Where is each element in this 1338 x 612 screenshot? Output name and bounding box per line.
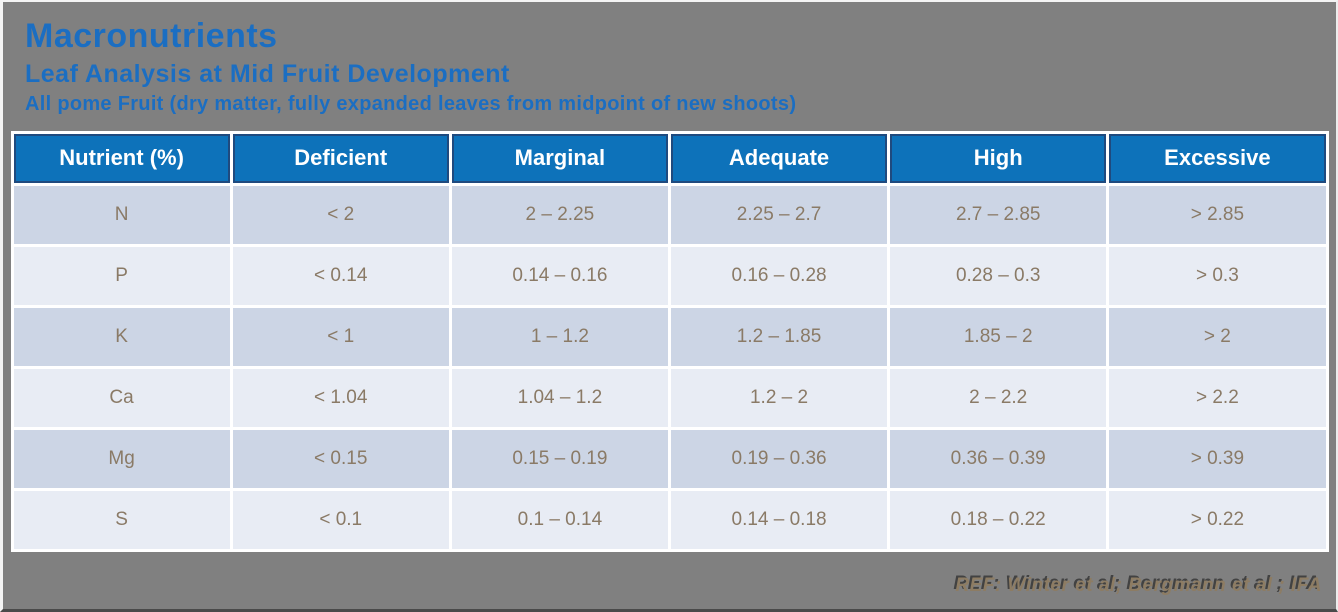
value-cell: > 2 [1109,307,1326,366]
value-cell: 0.14 – 0.18 [670,490,888,549]
value-cell: < 1 [232,307,449,366]
table-row: Mg < 0.15 0.15 – 0.19 0.19 – 0.36 0.36 – 0.3… [13,429,1326,488]
page-title: Macronutrients [25,17,278,55]
column-header: Adequate [670,133,888,183]
value-cell: 0.14 – 0.16 [451,246,668,305]
column-header: Nutrient (%) [13,133,230,183]
value-cell: 0.1 – 0.14 [451,490,668,549]
value-cell: 1.04 – 1.2 [451,368,668,427]
reference-text: REF: Winter et al; Bergmann et al ; IFA [955,575,1322,596]
value-cell: 0.28 – 0.3 [890,246,1107,305]
value-cell: < 0.15 [232,429,449,488]
column-header: High [890,133,1107,183]
value-cell: 0.36 – 0.39 [890,429,1107,488]
nutrient-cell: Ca [13,368,230,427]
value-cell: > 2.85 [1109,185,1326,244]
value-cell: 1.2 – 2 [670,368,888,427]
title-block: Macronutrients Leaf Analysis at Mid Frui… [3,2,1336,116]
value-cell: 0.18 – 0.22 [890,490,1107,549]
value-cell: 1 – 1.2 [451,307,668,366]
table-row: P < 0.14 0.14 – 0.16 0.16 – 0.28 0.28 – 0.3 >… [13,246,1326,305]
value-cell: < 1.04 [232,368,449,427]
value-cell: > 0.22 [1109,490,1326,549]
value-cell: 0.16 – 0.28 [670,246,888,305]
value-cell: 2.7 – 2.85 [890,185,1107,244]
nutrient-table: Nutrient (%) Deficient Marginal Adequate Hig… [10,130,1329,552]
nutrient-cell: S [13,490,230,549]
value-cell: > 2.2 [1109,368,1326,427]
value-cell: 2 – 2.2 [890,368,1107,427]
value-cell: > 0.39 [1109,429,1326,488]
column-header: Marginal [451,133,668,183]
page-subtitle-detail: All pome Fruit (dry matter, fully expand… [25,92,797,115]
nutrient-cell: Mg [13,429,230,488]
value-cell: < 0.14 [232,246,449,305]
nutrient-cell: N [13,185,230,244]
value-cell: 1.85 – 2 [890,307,1107,366]
value-cell: < 2 [232,185,449,244]
nutrient-cell: P [13,246,230,305]
value-cell: 0.15 – 0.19 [451,429,668,488]
value-cell: 1.2 – 1.85 [670,307,888,366]
column-header: Excessive [1109,133,1326,183]
header-row: Nutrient (%) Deficient Marginal Adequate Hig… [13,133,1326,183]
column-header: Deficient [232,133,449,183]
nutrient-cell: K [13,307,230,366]
value-cell: < 0.1 [232,490,449,549]
nutrient-table-header: Nutrient (%) Deficient Marginal Adequate Hig… [13,133,1326,183]
value-cell: 0.19 – 0.36 [670,429,888,488]
page-subtitle: Leaf Analysis at Mid Fruit Development [25,60,510,89]
table-row: S < 0.1 0.1 – 0.14 0.14 – 0.18 0.18 – 0.22 > … [13,490,1326,549]
value-cell: 2 – 2.25 [451,185,668,244]
value-cell: > 0.3 [1109,246,1326,305]
value-cell: 2.25 – 2.7 [670,185,888,244]
